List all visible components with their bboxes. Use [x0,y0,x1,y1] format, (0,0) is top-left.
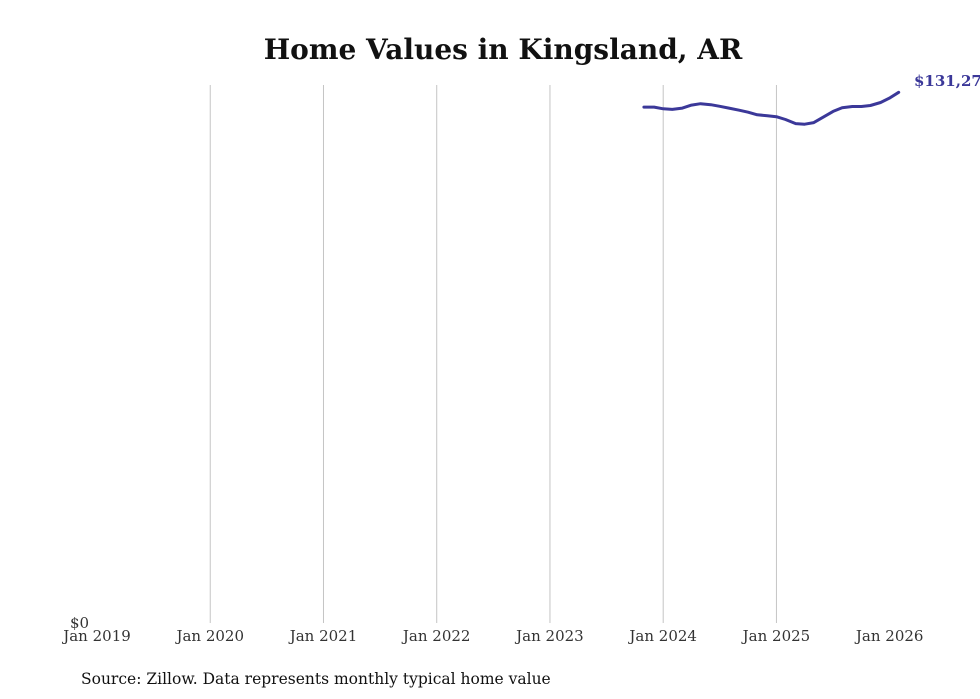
x-tick-label: Jan 2026 [854,627,924,645]
end-value-label: $131,27 [914,72,980,90]
x-tick-label: Jan 2021 [288,627,358,645]
chart-title: Home Values in Kingsland, AR [264,33,743,66]
x-tick-label: Jan 2020 [174,627,244,645]
x-tick-label: Jan 2019 [61,627,131,645]
x-tick-label: Jan 2022 [401,627,471,645]
x-axis-ticks: Jan 2019 Jan 2020 Jan 2021 Jan 2022 Jan 2023… [61,627,923,645]
source-note: Source: Zillow. Data represents monthly … [81,670,551,688]
x-tick-label: Jan 2023 [514,627,584,645]
y-zero-label: $0 [70,614,89,632]
x-tick-label: Jan 2024 [627,627,697,645]
series-line [642,90,901,126]
x-tick-label: Jan 2025 [741,627,811,645]
gridlines [209,85,777,623]
